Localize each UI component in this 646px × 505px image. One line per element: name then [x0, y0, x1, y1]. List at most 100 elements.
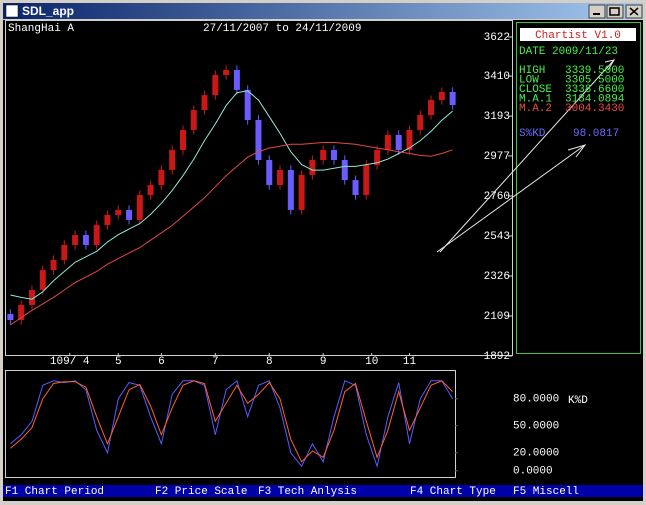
- title-bar: [3, 3, 643, 19]
- y-tick-label: 50.0000: [513, 421, 559, 433]
- info-label: CLOSE: [519, 84, 552, 96]
- menu-item[interactable]: F2 Price Scale: [155, 486, 247, 498]
- indicator-line: [10, 380, 453, 463]
- y-tick-label: 1892: [484, 351, 510, 363]
- menu-item[interactable]: F4 Chart Type: [410, 486, 496, 498]
- info-label: LOW: [519, 74, 539, 86]
- menu-bar: [3, 485, 643, 497]
- candle-body: [309, 159, 316, 175]
- candle-body: [233, 70, 240, 90]
- candle-body: [50, 259, 57, 271]
- x-tick-label: 11: [403, 356, 417, 368]
- indicator-line: [10, 90, 453, 300]
- info-date: DATE 2009/11/23: [519, 46, 618, 58]
- info-value: 3339.5000: [565, 65, 624, 77]
- indicator-line: [10, 379, 454, 469]
- y-tick-label: 2109: [484, 311, 510, 323]
- candle-body: [212, 74, 219, 96]
- candle-body: [374, 150, 381, 165]
- candle-body: [320, 150, 327, 160]
- candle-body: [158, 169, 165, 186]
- y-tick-label: 2543: [484, 231, 510, 243]
- candle-body: [406, 129, 413, 151]
- candle-body: [28, 289, 35, 305]
- app-label-box: [520, 28, 636, 41]
- candle-body: [201, 95, 208, 111]
- app-name: Chartist V1.0: [535, 30, 621, 42]
- x-tick-label: 7: [212, 356, 219, 368]
- indicator-label: S%KD: [519, 128, 546, 140]
- candle-body: [438, 91, 445, 101]
- y-tick-label: 20.0000: [513, 448, 559, 460]
- info-value: 3338.6600: [565, 84, 624, 96]
- info-value: 3184.0894: [565, 93, 625, 105]
- candle-body: [363, 164, 370, 196]
- y-tick-label: 2326: [484, 271, 510, 283]
- menu-item[interactable]: F1 Chart Period: [5, 486, 104, 498]
- candle-body: [330, 150, 337, 160]
- candle-body: [266, 159, 273, 186]
- market-name: ShangHai A: [8, 23, 74, 35]
- y-tick-label: 3193: [484, 111, 510, 123]
- y-tick-label: 3410: [484, 71, 510, 83]
- y-tick-label: 3622: [484, 32, 510, 44]
- candle-body: [417, 114, 424, 130]
- stoch-frame: [5, 370, 456, 478]
- candle-body: [179, 129, 186, 151]
- candle-body: [244, 89, 251, 120]
- candle-body: [104, 214, 111, 226]
- candle-body: [352, 180, 359, 196]
- y-tick-label: 2977: [484, 151, 510, 163]
- drawing-lines: [436, 59, 616, 253]
- menu-item[interactable]: F5 Miscell: [513, 486, 579, 498]
- x-tick-label: 8: [266, 356, 273, 368]
- close-button[interactable]: [625, 4, 643, 19]
- x-tick-label: 109/ 4: [50, 356, 90, 368]
- candle-body: [287, 169, 294, 210]
- candle-body: [93, 225, 100, 245]
- candle-body: [82, 235, 89, 245]
- x-tick-label: 9: [320, 356, 327, 368]
- info-label: M.A.2: [519, 103, 552, 115]
- candle-body: [298, 174, 305, 210]
- candle-body: [277, 169, 284, 186]
- candle-body: [61, 244, 68, 260]
- y-tick-label: 0.0000: [513, 466, 553, 478]
- info-panel: [516, 22, 641, 354]
- maximize-button[interactable]: [606, 4, 624, 19]
- x-tick-label: 6: [158, 356, 165, 368]
- candle-body: [126, 209, 133, 220]
- indicator-name: K%D: [568, 395, 588, 407]
- x-tick-label: 5: [115, 356, 122, 368]
- y-tick-label: 80.0000: [513, 394, 559, 406]
- candle-body: [223, 70, 230, 75]
- menu-item[interactable]: F3 Tech Anlysis: [258, 486, 357, 498]
- app-icon: [5, 4, 19, 18]
- info-value: 3305.5000: [565, 74, 624, 86]
- indicator-line: [10, 142, 453, 326]
- candle-body: [72, 235, 79, 245]
- info-label: M.A.1: [519, 93, 552, 105]
- candle-body: [147, 185, 154, 196]
- minimize-button[interactable]: [588, 4, 606, 19]
- y-tick-label: 2760: [484, 191, 510, 203]
- candle-body: [384, 134, 391, 151]
- info-value: 3004.3430: [565, 103, 624, 115]
- candle-body: [169, 150, 176, 170]
- candle-body: [341, 159, 348, 181]
- date-range: 27/11/2007 to 24/11/2009: [203, 23, 361, 35]
- candle-body: [7, 313, 14, 321]
- indicator-value: 98.0817: [573, 128, 619, 140]
- candle-body: [449, 91, 456, 106]
- screen: [3, 20, 643, 501]
- window-title: SDL_app: [22, 4, 74, 18]
- price-frame: [5, 20, 513, 356]
- info-label: HIGH: [519, 65, 545, 77]
- x-tick-label: 10: [365, 356, 378, 368]
- candle-body: [115, 209, 122, 215]
- candle-body: [428, 100, 435, 115]
- candle-body: [39, 270, 46, 290]
- candle-body: [18, 304, 25, 321]
- candle-body: [190, 110, 197, 130]
